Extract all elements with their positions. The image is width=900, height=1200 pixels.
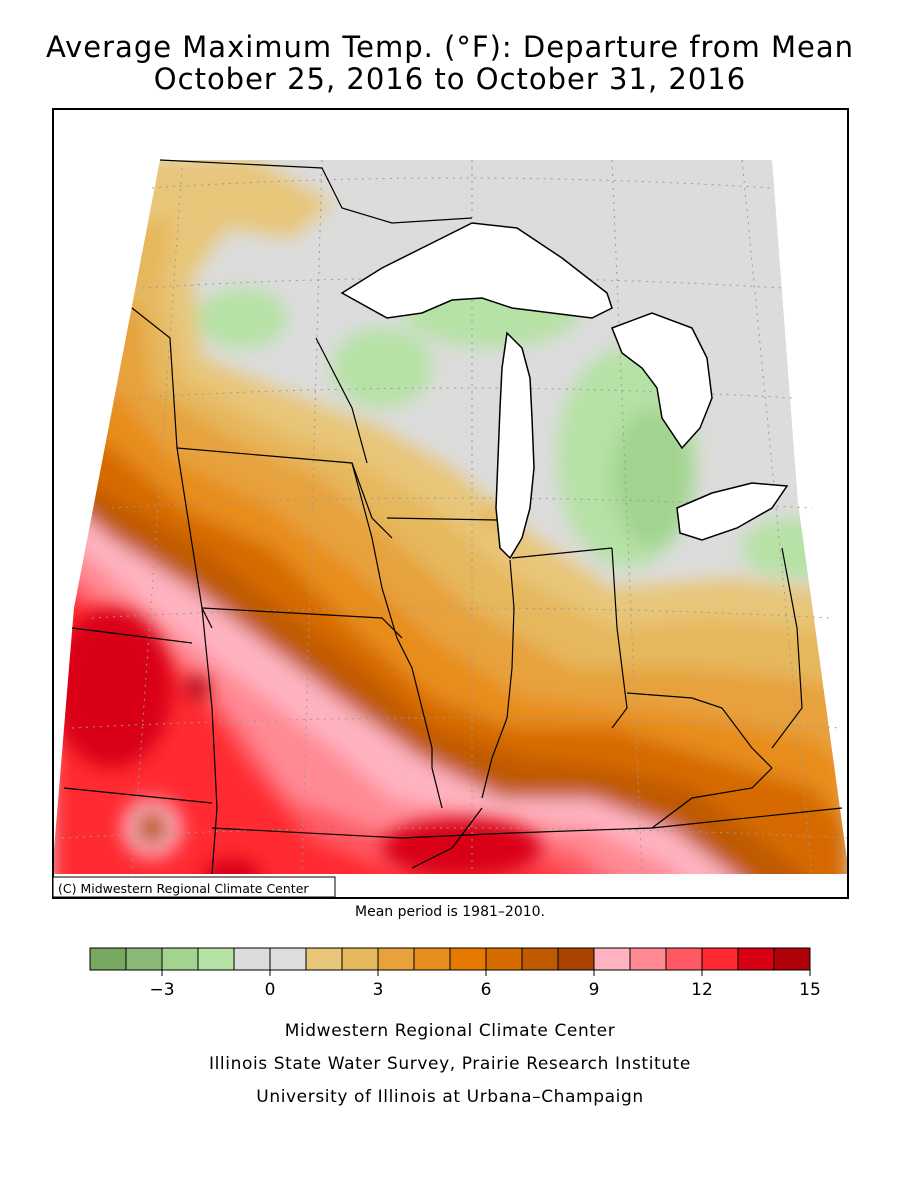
legend-tick-label: 12 — [691, 980, 713, 1000]
credit-box — [52, 876, 336, 898]
footer-line3: University of Illinois at Urbana–Champai… — [256, 1087, 644, 1107]
footer-line2: Illinois State Water Survey, Prairie Res… — [209, 1054, 691, 1074]
lake-michigan — [495, 331, 535, 560]
legend-bin — [665, 947, 703, 971]
legend-bin — [737, 947, 775, 971]
legend-tick-label: 0 — [265, 980, 276, 1000]
map-credit: (C) Midwestern Regional Climate Center — [58, 881, 309, 896]
legend-bin — [233, 947, 271, 971]
great-lakes — [340, 222, 789, 560]
legend-tick-label: −3 — [149, 980, 174, 1000]
legend-bin — [521, 947, 559, 971]
legend-tick-label: 3 — [373, 980, 384, 1000]
legend-bin — [701, 947, 739, 971]
legend-tick-label: 15 — [799, 980, 821, 1000]
footer-line1: Midwestern Regional Climate Center — [284, 1021, 616, 1041]
legend-bin — [629, 947, 667, 971]
legend-bin — [593, 947, 631, 971]
legend-bin — [161, 947, 199, 971]
lake-huron — [611, 312, 713, 450]
map-title-line2: October 25, 2016 to October 31, 2016 — [153, 62, 747, 96]
map-title-line1: Average Maximum Temp. (°F): Departure fr… — [45, 30, 855, 64]
legend-bin — [773, 947, 811, 971]
legend-bin — [449, 947, 487, 971]
color-legend: −3 0 3 6 9 12 15 — [89, 947, 821, 1000]
legend-bin — [269, 947, 307, 971]
legend-ticks: −3 0 3 6 9 12 15 — [149, 970, 821, 1000]
legend-bin — [305, 947, 343, 971]
lake-superior — [340, 222, 613, 319]
legend-bin — [89, 947, 127, 971]
lake-erie — [676, 482, 789, 541]
legend-bins — [89, 947, 811, 971]
legend-bin — [377, 947, 415, 971]
legend-tick-label: 6 — [481, 980, 492, 1000]
temperature-departure-map: (C) Midwestern Regional Climate Center — [52, 108, 849, 900]
legend-bin — [557, 947, 595, 971]
legend-bin — [125, 947, 163, 971]
state-boundaries — [63, 159, 843, 875]
legend-bin — [485, 947, 523, 971]
legend-tick-label: 9 — [589, 980, 600, 1000]
graticule — [61, 159, 849, 875]
mean-period-note: Mean period is 1981–2010. — [355, 904, 545, 920]
map-frame — [52, 108, 849, 899]
legend-bin — [341, 947, 379, 971]
legend-bin — [413, 947, 451, 971]
legend-bin — [197, 947, 235, 971]
